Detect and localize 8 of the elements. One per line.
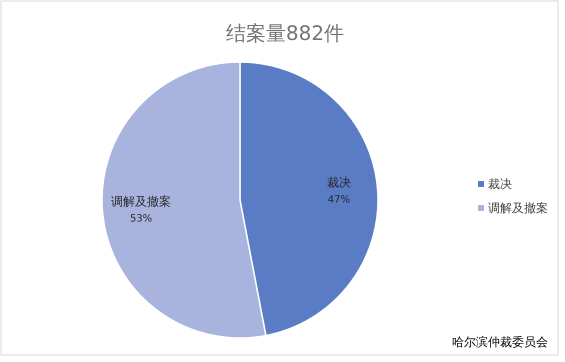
legend-label: 裁决	[488, 177, 512, 191]
legend-label: 调解及撤案	[488, 201, 548, 215]
slice-label: 裁决	[326, 176, 351, 190]
data-label: 47%	[328, 194, 350, 206]
slice-label: 调解及撤案	[111, 194, 172, 208]
text: 哈尔滨仲裁委员会	[452, 335, 548, 349]
chart-title: 结案量882件	[226, 21, 344, 45]
data-label: 53%	[130, 213, 152, 224]
